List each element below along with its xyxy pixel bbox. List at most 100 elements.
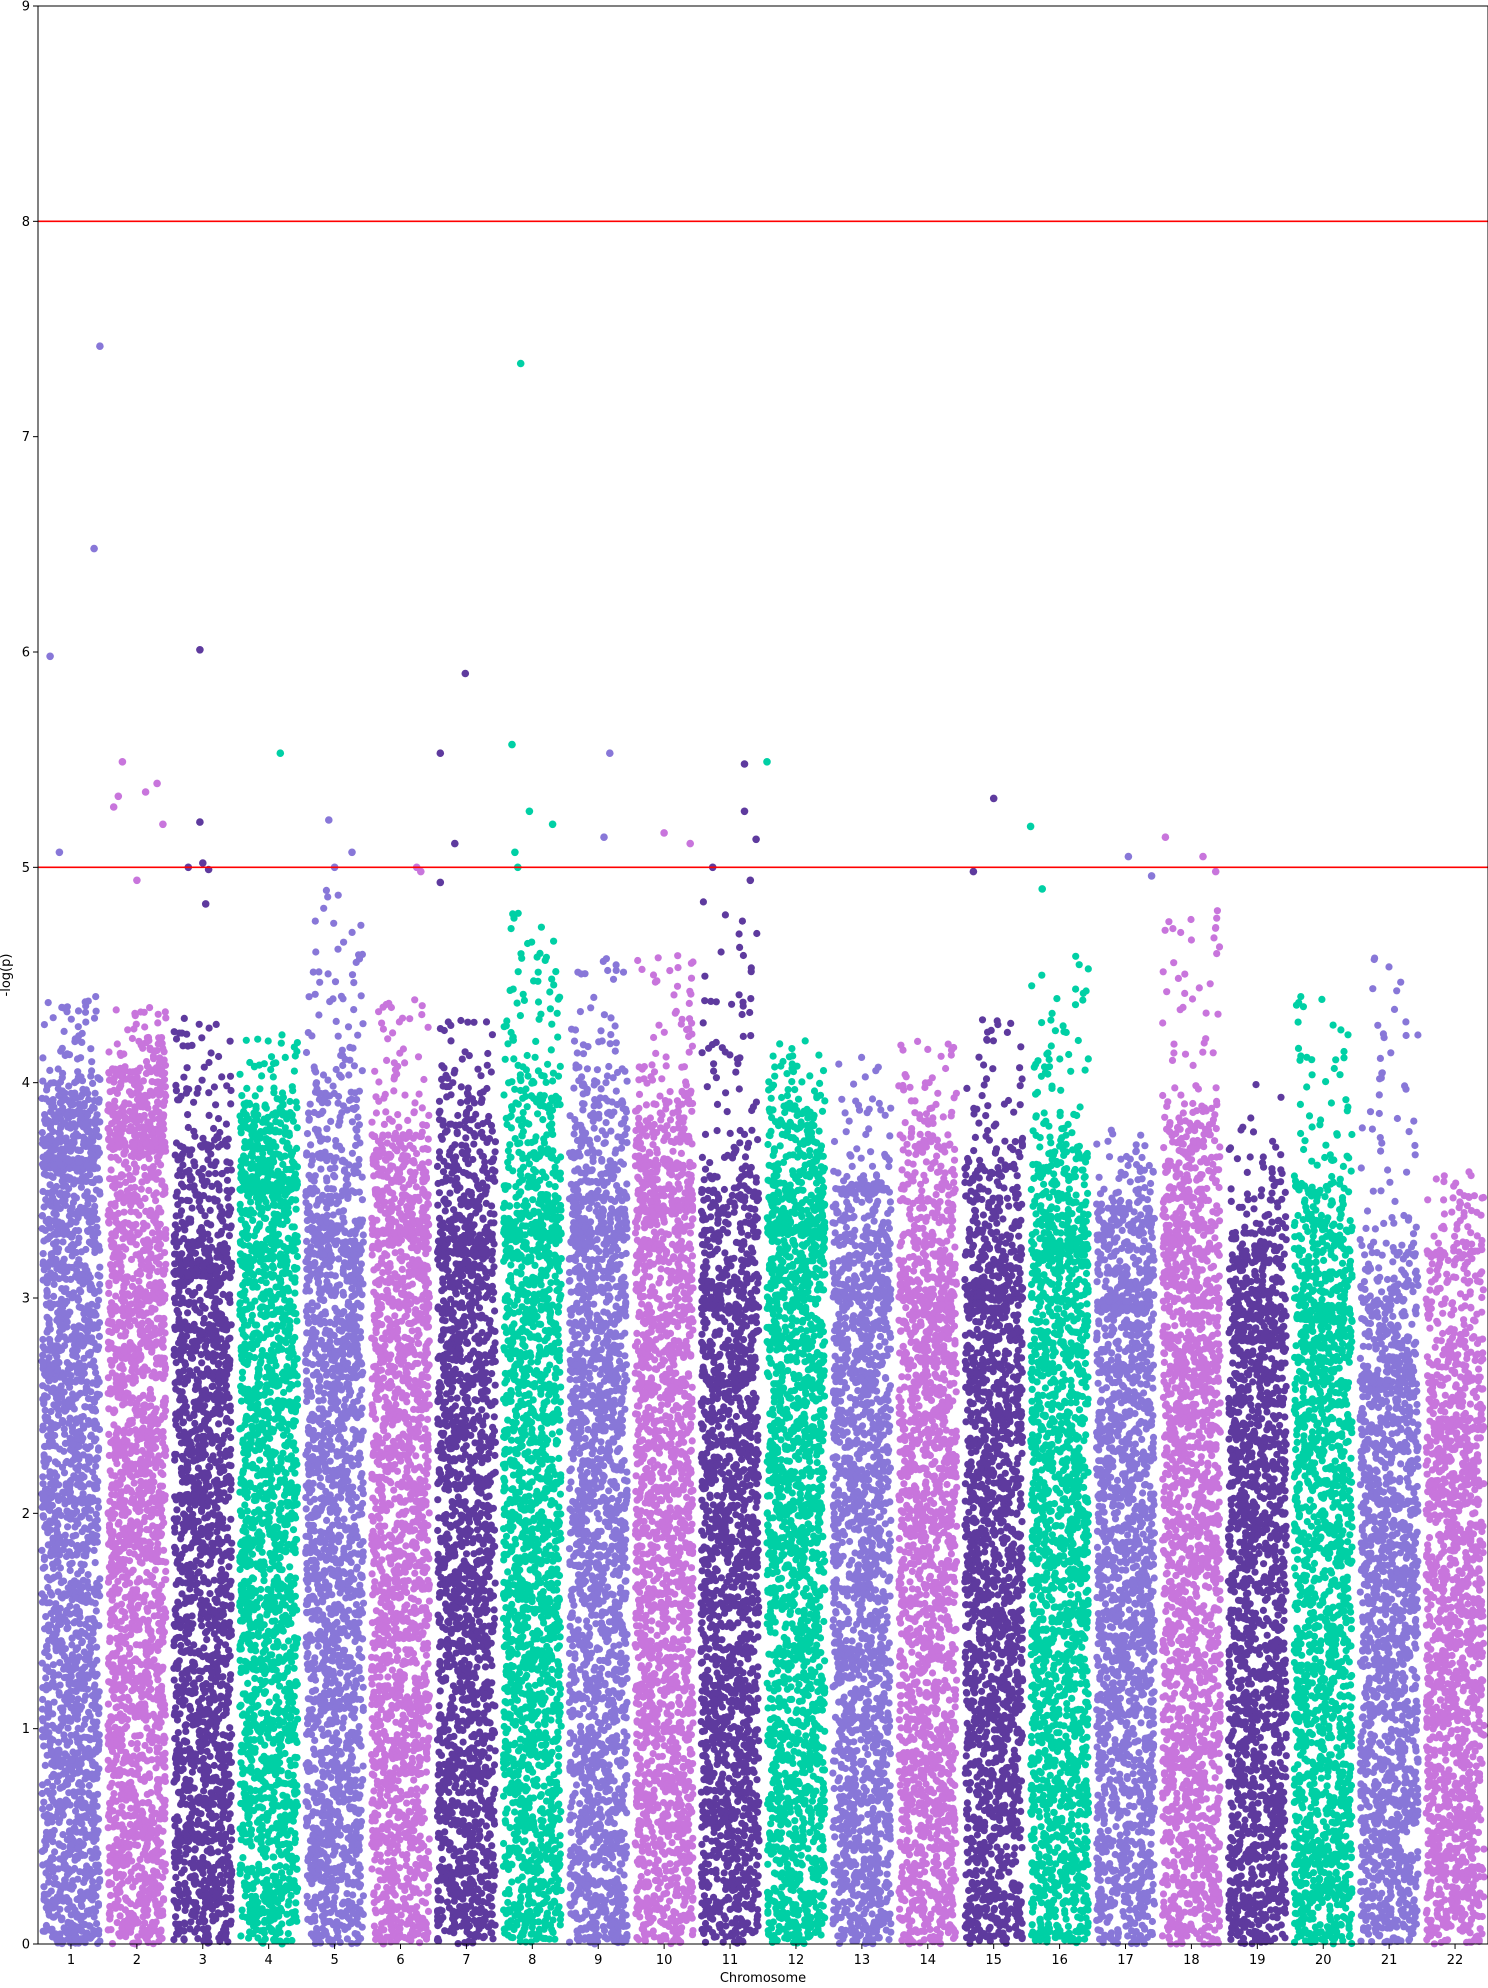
chromosome-19-points (1224, 1081, 1290, 1948)
top-hit-chr6-22 (417, 867, 425, 876)
chromosome-22-points (1422, 1168, 1488, 1948)
x-tick-label-8: 8 (528, 1953, 536, 1968)
chromosome-6-points (367, 996, 433, 1948)
y-tick-label-3: 3 (22, 1292, 30, 1307)
y-axis: 0 1 2 3 4 5 6 7 8 9 (22, 0, 38, 1953)
top-hit-chr5-18 (325, 816, 333, 824)
top-hit-chr10-35 (660, 829, 668, 837)
x-tick-label-4: 4 (265, 1953, 273, 1968)
top-hit-chr9-33 (606, 749, 614, 757)
top-hit-chr2-4 (109, 803, 118, 811)
x-tick-label-12: 12 (788, 1953, 805, 1968)
top-hit-chr17-47 (1124, 852, 1133, 861)
top-hit-chr8-28 (516, 359, 525, 368)
x-tick-label-17: 17 (1117, 1953, 1134, 1968)
y-tick-label-2: 2 (22, 1507, 30, 1522)
top-hit-chr2-9 (159, 820, 167, 829)
top-hit-chr8-27 (508, 740, 516, 749)
chromosome-14-points (895, 1037, 961, 1948)
top-hit-chr7-24 (451, 839, 459, 848)
chromosome-17-points (1093, 1126, 1158, 1948)
top-hit-chr18-50 (1211, 867, 1220, 876)
top-hit-chr18-49 (1199, 852, 1207, 861)
x-tick-label-13: 13 (854, 1953, 871, 1968)
data-points (38, 886, 1488, 1948)
y-tick-label-7: 7 (22, 430, 30, 445)
y-tick-label-1: 1 (22, 1722, 30, 1737)
top-hit-chr2-10 (133, 876, 141, 885)
top-hit-chr16-46 (1038, 885, 1046, 893)
y-tick-label-8: 8 (22, 215, 30, 230)
top-hit-chr7-26 (436, 878, 445, 887)
x-tick-label-9: 9 (594, 1953, 602, 1968)
x-tick-label-6: 6 (396, 1953, 404, 1968)
chromosome-3-points (170, 1014, 236, 1947)
x-tick-label-21: 21 (1381, 1953, 1398, 1968)
top-hit-chr15-44 (969, 867, 978, 876)
plot-frame (37, 5, 1488, 1945)
x-tick-label-3: 3 (199, 1953, 207, 1968)
top-hit-chr11-39 (740, 807, 749, 816)
top-hit-chr1-3 (96, 342, 104, 351)
x-tick-label-18: 18 (1183, 1953, 1200, 1968)
top-hit-chr9-34 (600, 833, 608, 841)
top-hit-chr11-41 (746, 876, 755, 885)
x-tick-label-10: 10 (656, 1953, 673, 1968)
x-tick-label-20: 20 (1315, 1953, 1332, 1968)
top-hit-chr5-19 (348, 848, 356, 857)
x-tick-label-1: 1 (67, 1953, 75, 1968)
top-hit-chr11-38 (740, 760, 749, 768)
x-tick-label-5: 5 (330, 1953, 338, 1968)
top-hit-chr3-16 (201, 900, 210, 908)
chromosome-4-points (236, 1031, 302, 1948)
y-tick-label-5: 5 (22, 861, 30, 876)
x-tick-label-2: 2 (133, 1953, 141, 1968)
top-hit-chr1-2 (90, 544, 98, 553)
y-tick-label-0: 0 (22, 1938, 30, 1953)
top-hit-chr16-45 (1026, 822, 1035, 831)
x-tick-label-14: 14 (919, 1953, 936, 1968)
chromosome-16-points (1027, 952, 1093, 1947)
top-hit-chr8-29 (525, 807, 534, 816)
top-hit-chr11-40 (752, 835, 760, 844)
y-tick-label-4: 4 (22, 1076, 30, 1091)
top-hit-chr1-1 (55, 848, 64, 857)
top-hit-chr2-6 (114, 792, 123, 801)
top-hit-chr8-30 (548, 820, 557, 829)
top-hit-chr10-36 (686, 839, 694, 848)
chromosome-15-points (961, 1016, 1027, 1947)
top-hit-chr7-25 (461, 669, 470, 678)
top-hit-chr3-12 (196, 818, 204, 826)
top-hit-chr3-11 (196, 646, 204, 654)
chromosome-13-points (829, 1053, 895, 1948)
top-hit-chr18-48 (1161, 833, 1170, 841)
top-hit-points (46, 342, 1220, 908)
chromosome-9-points (565, 955, 631, 1948)
y-tick-label-9: 9 (22, 0, 30, 15)
chromosome-7-points (433, 1016, 499, 1948)
significance-thresholds (38, 220, 1488, 869)
top-hit-chr1-0 (46, 652, 54, 661)
y-axis-label: -log(p) (0, 954, 14, 997)
top-hit-chr12-42 (763, 758, 771, 766)
chromosome-11-points (697, 898, 763, 1947)
top-hit-chr17-51 (1147, 872, 1156, 880)
chromosome-20-points (1290, 993, 1356, 1948)
chromosome-10-points (631, 952, 697, 1948)
chromosome-1-points (38, 993, 104, 1948)
y-tick-label-6: 6 (22, 646, 30, 661)
top-hit-chr2-5 (118, 758, 127, 766)
chromosome-21-points (1356, 954, 1422, 1946)
top-hit-chr7-23 (436, 749, 445, 757)
x-tick-label-22: 22 (1447, 1953, 1464, 1968)
x-axis: 1 2 3 4 5 6 7 8 9 10 11 12 13 14 15 16 17 18 19 20 21 22 (67, 1944, 1464, 1968)
chromosome-2-points (104, 1004, 170, 1948)
x-tick-label-19: 19 (1249, 1953, 1266, 1968)
x-tick-label-11: 11 (722, 1953, 739, 1968)
top-hit-chr2-8 (153, 779, 161, 788)
chromosome-8-points (499, 909, 565, 1946)
x-tick-label-16: 16 (1051, 1953, 1068, 1968)
top-hit-chr4-17 (276, 749, 285, 757)
top-hit-chr2-7 (141, 788, 150, 796)
